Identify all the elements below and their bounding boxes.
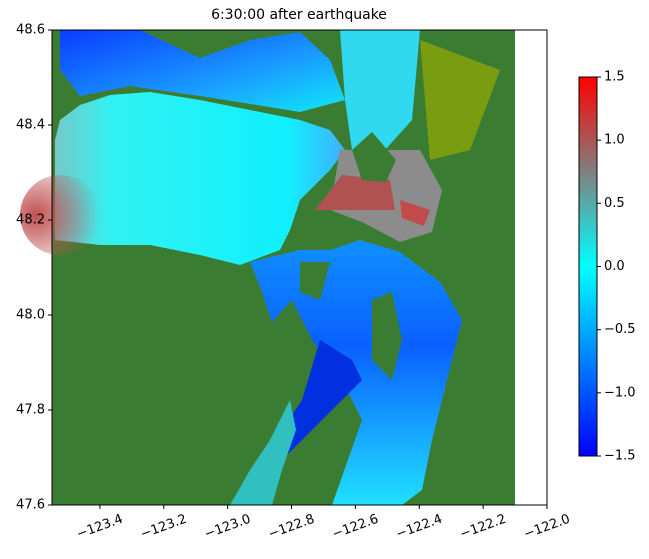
colorbar xyxy=(578,76,598,457)
y-tick-label: 48.0 xyxy=(16,308,45,323)
axes-frame xyxy=(51,29,548,506)
water xyxy=(230,400,296,505)
y-tick-label: 48.2 xyxy=(16,213,45,228)
colorbar-tick-label: 0.5 xyxy=(604,196,625,211)
x-tick-label: −122.0 xyxy=(522,512,572,543)
chart-title: 6:30:00 after earthquake xyxy=(211,7,387,23)
island xyxy=(372,292,402,380)
x-tick-label: −122.8 xyxy=(266,512,316,543)
x-tick-label: −123.2 xyxy=(139,512,189,543)
colorbar-tick-label: 1.0 xyxy=(604,133,625,148)
colorbar-tick-label: 1.5 xyxy=(604,70,625,85)
island xyxy=(420,40,500,160)
colorbar-tick-label: 0.0 xyxy=(604,259,625,274)
island xyxy=(352,132,396,182)
x-tick-label: −123.4 xyxy=(75,512,125,543)
x-tick-label: −122.2 xyxy=(458,512,508,543)
map-layer xyxy=(20,30,547,505)
y-tick-label: 48.6 xyxy=(16,23,45,38)
water xyxy=(60,30,345,112)
x-tick-label: −122.4 xyxy=(394,512,444,543)
colorbar-tick-label: −1.0 xyxy=(604,385,636,400)
y-tick-label: 47.6 xyxy=(16,498,45,513)
water xyxy=(340,30,420,150)
water xyxy=(400,200,430,226)
empty-area xyxy=(515,30,547,505)
x-tick-label: −123.0 xyxy=(202,512,252,543)
water xyxy=(272,340,362,470)
colorbar-tick-label: −0.5 xyxy=(604,322,636,337)
colorbar-tick-label: −1.5 xyxy=(604,449,636,464)
island xyxy=(300,262,330,300)
y-tick-label: 47.8 xyxy=(16,403,45,418)
x-tick-label: −122.6 xyxy=(330,512,380,543)
water xyxy=(55,92,345,265)
y-tick-label: 48.4 xyxy=(16,118,45,133)
water xyxy=(20,175,100,255)
water xyxy=(315,175,395,210)
